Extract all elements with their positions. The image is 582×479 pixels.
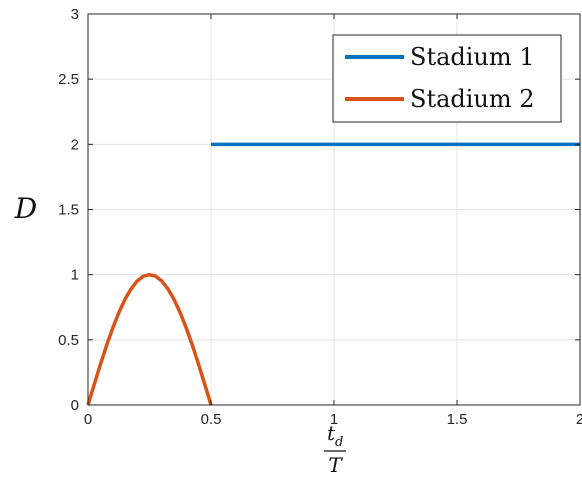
y-tick-label: 2	[71, 136, 79, 153]
y-tick-label: 1	[71, 267, 79, 284]
series-layer	[86, 142, 580, 406]
x-tick-label: 0.5	[201, 411, 222, 428]
series-line-stadium-2	[86, 272, 213, 406]
x-axis-label-numerator: t	[327, 421, 336, 445]
legend-label-stadium-1: Stadium 1	[410, 43, 535, 71]
y-axis-label: D	[14, 192, 37, 225]
x-tick-label: 0	[84, 411, 92, 428]
legend: Stadium 1 Stadium 2	[332, 34, 562, 123]
x-tick-label: 1	[330, 411, 338, 428]
y-tick-label: 1.5	[58, 202, 79, 219]
x-axis-label-subscript: d	[335, 435, 343, 450]
legend-box	[332, 34, 562, 123]
legend-label-stadium-2: Stadium 2	[410, 85, 535, 113]
x-tick-label: 1.5	[447, 411, 468, 428]
y-tick-label: 3	[71, 6, 79, 23]
tick-layer: 0 0.5 1 1.5 2 0 0.5 1 1.5 2 2.5 3	[58, 6, 582, 428]
x-tick-label: 2	[576, 411, 582, 428]
x-axis-label: t d T	[324, 421, 346, 477]
y-tick-label: 0	[71, 397, 79, 414]
x-axis-label-denominator: T	[328, 453, 343, 477]
y-tick-label: 0.5	[58, 332, 79, 349]
y-tick-label: 2.5	[58, 71, 79, 88]
